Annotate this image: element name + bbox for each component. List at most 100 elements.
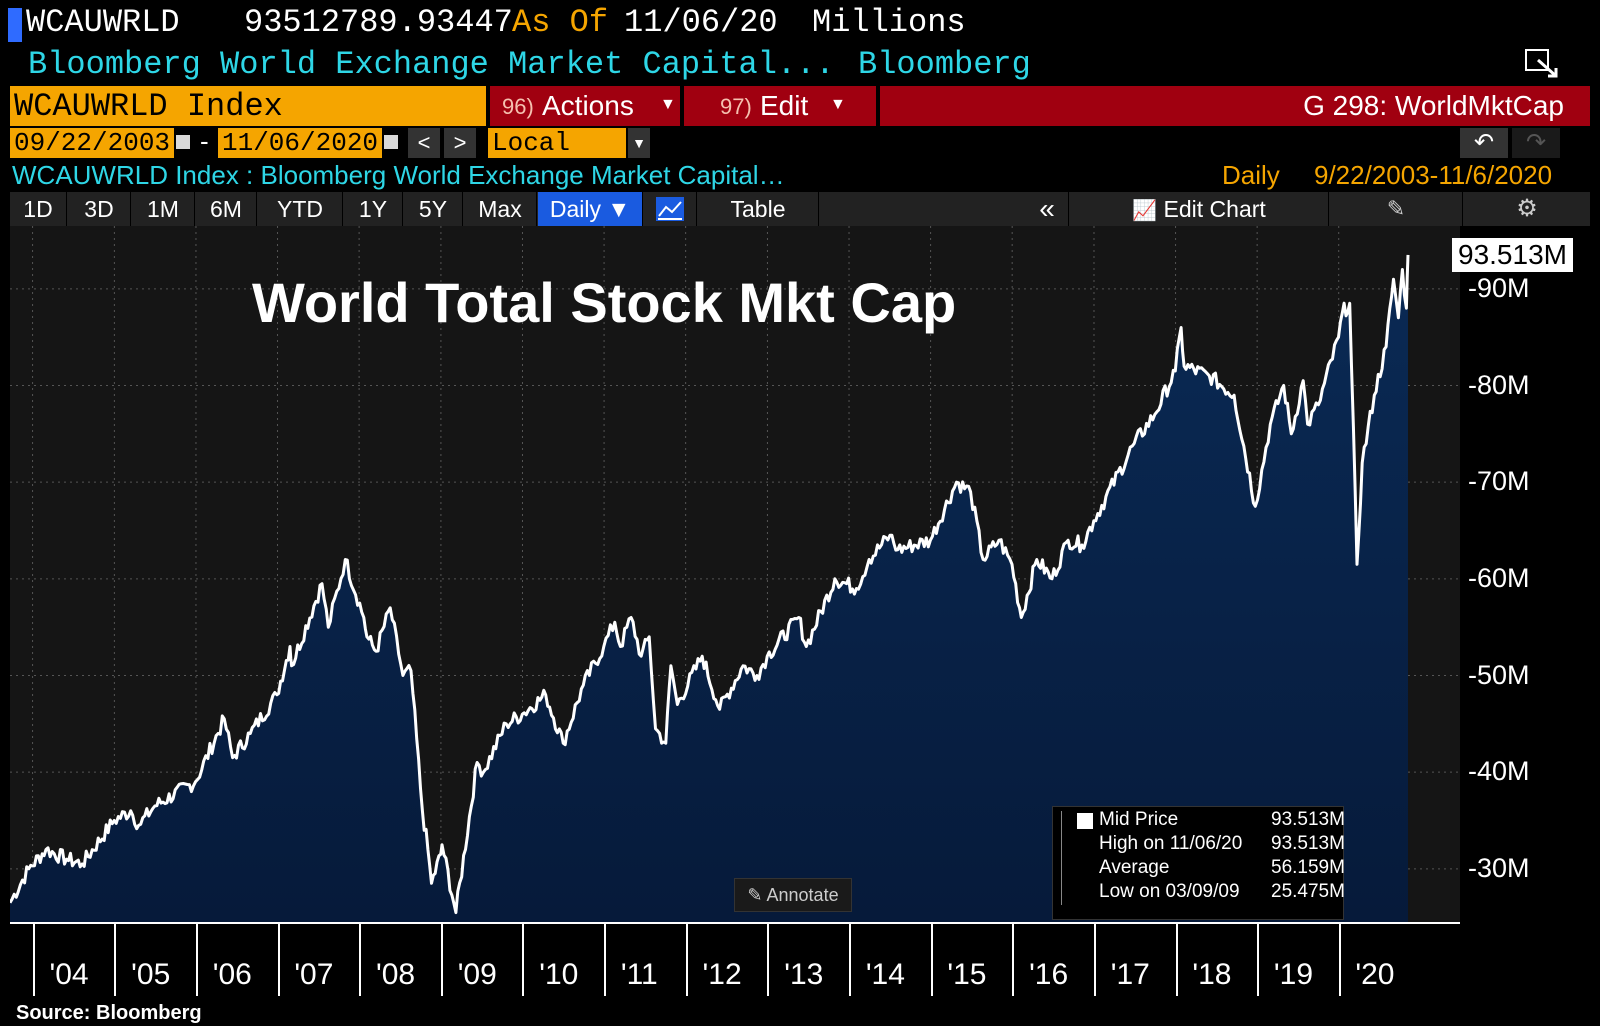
x-tick-label: '14 <box>865 958 905 991</box>
as-of-date: 11/06/20 <box>624 4 778 41</box>
mid-price-swatch[interactable] <box>1077 813 1093 829</box>
undo-icon[interactable]: ↶ <box>1460 128 1508 158</box>
x-tick-label: '17 <box>1110 958 1150 991</box>
annotate-tool-icon[interactable]: ✎ <box>1330 192 1463 226</box>
pencil-icon: ✎ <box>747 885 763 905</box>
ticker-code: WCAUWRLD <box>26 4 180 41</box>
table-button[interactable]: Table <box>698 192 819 226</box>
x-tick-mark <box>685 922 688 996</box>
x-tick-mark <box>767 922 770 996</box>
prev-period-button[interactable]: < <box>408 128 440 158</box>
range-max-button[interactable]: Max <box>464 192 537 226</box>
edit-chart-label: Edit Chart <box>1163 196 1266 222</box>
x-tick-label: '13 <box>784 958 824 991</box>
chart-toolbar: 1D 3D 1M 6M YTD 1Y 5Y Max Daily ▼ Table … <box>10 192 1591 226</box>
x-tick-label: '20 <box>1355 958 1395 991</box>
legend-high-label: High on 11/06/20 <box>1099 833 1243 854</box>
y-tick-label: -40M <box>1468 756 1530 787</box>
security-name: Bloomberg World Exchange Market Capital.… <box>28 46 835 83</box>
x-tick-mark <box>440 922 443 996</box>
x-axis <box>10 922 1460 996</box>
currency-caret-icon[interactable]: ▼ <box>628 128 650 158</box>
popout-icon[interactable] <box>1524 48 1560 78</box>
x-tick-label: '06 <box>212 958 252 991</box>
security-header: WCAUWRLD 93512789.93447 As Of 11/06/20 M… <box>0 0 1600 46</box>
x-tick-label: '07 <box>294 958 334 991</box>
end-date-field[interactable]: 11/06/2020 <box>218 128 383 158</box>
edit-caret-icon: ▼ <box>830 96 846 113</box>
graph-label: G 298: WorldMktCap <box>1303 90 1564 121</box>
range-ytd-button[interactable]: YTD <box>258 192 343 226</box>
annotate-button[interactable]: ✎ Annotate <box>734 878 852 912</box>
legend-avg-value: 56.159M <box>1271 857 1345 878</box>
redo-icon[interactable]: ↷ <box>1512 128 1560 158</box>
chart-security-title: WCAUWRLD Index : Bloomberg World Exchang… <box>12 160 785 190</box>
x-tick-mark <box>1175 922 1178 996</box>
edit-key: 97) <box>720 94 752 119</box>
actions-caret-icon: ▼ <box>660 96 676 113</box>
end-calendar-icon[interactable] <box>382 133 400 151</box>
command-bar: WCAUWRLD Index 96) Actions ▼ 97) Edit ▼ … <box>10 86 1590 126</box>
edit-label: Edit <box>760 90 809 121</box>
collapse-icon[interactable]: « <box>1026 192 1069 226</box>
frequency-label: Daily <box>1222 160 1280 190</box>
x-tick-label: '10 <box>539 958 579 991</box>
chart-title: World Total Stock Mkt Cap <box>252 271 957 334</box>
x-tick-mark <box>32 922 35 996</box>
range-6m-button[interactable]: 6M <box>196 192 257 226</box>
currency-select[interactable]: Local CCY <box>488 128 626 188</box>
legend-avg-label: Average <box>1099 857 1170 878</box>
start-calendar-icon[interactable] <box>174 133 192 151</box>
settings-gear-icon[interactable]: ⚙ <box>1464 192 1591 226</box>
x-tick-label: '11 <box>620 958 658 991</box>
x-tick-mark <box>1257 922 1260 996</box>
actions-menu[interactable]: 96) Actions ▼ <box>490 86 680 126</box>
actions-key: 96) <box>502 94 534 119</box>
series-line <box>8 254 1410 915</box>
last-value: 93512789.93447 <box>244 4 513 41</box>
x-tick-label: '15 <box>947 958 987 991</box>
x-tick-label: '19 <box>1273 958 1314 991</box>
source-footer: Source: Bloomberg <box>16 1002 202 1024</box>
edit-chart-icon: 📈 <box>1132 200 1158 222</box>
units-label: Millions <box>812 4 966 41</box>
input-cursor <box>8 8 22 42</box>
edit-chart-button[interactable]: 📈 Edit Chart <box>1070 192 1329 226</box>
line-chart-icon <box>656 197 684 221</box>
last-value-label: 93.513M <box>1452 237 1573 272</box>
y-tick-label: -30M <box>1468 852 1530 883</box>
x-tick-mark <box>1093 922 1096 996</box>
chart-legend: Mid Price 93.513M High on 11/06/20 93.51… <box>1052 806 1345 920</box>
x-axis-line <box>10 922 1460 924</box>
x-tick-label: '08 <box>376 958 416 991</box>
x-tick-label: '12 <box>702 958 742 991</box>
range-1m-button[interactable]: 1M <box>132 192 195 226</box>
x-tick-mark <box>849 922 852 996</box>
price-chart <box>8 226 1460 922</box>
legend-high-value: 93.513M <box>1271 833 1345 854</box>
x-tick-label: '09 <box>457 958 497 991</box>
x-tick-mark <box>195 922 198 996</box>
y-tick-label: -70M <box>1468 466 1530 497</box>
security-field[interactable]: WCAUWRLD Index <box>10 86 486 126</box>
annotate-label: Annotate <box>766 885 839 905</box>
x-tick-label: '18 <box>1192 958 1232 991</box>
y-tick-label: -80M <box>1468 369 1530 400</box>
x-tick-label: '04 <box>49 958 89 991</box>
legend-mid-value: 93.513M <box>1271 809 1345 830</box>
range-3d-button[interactable]: 3D <box>68 192 131 226</box>
graph-title-bar: G 298: WorldMktCap <box>880 86 1590 126</box>
range-5y-button[interactable]: 5Y <box>404 192 463 226</box>
frequency-dropdown[interactable]: Daily ▼ <box>538 192 643 226</box>
start-date-field[interactable]: 09/22/2003 <box>10 128 175 158</box>
edit-menu[interactable]: 97) Edit ▼ <box>684 86 876 126</box>
actions-label: Actions <box>542 90 634 121</box>
y-tick-label: -50M <box>1468 659 1530 690</box>
y-tick-label: -90M <box>1468 272 1530 303</box>
next-period-button[interactable]: > <box>444 128 476 158</box>
x-tick-label: '05 <box>131 958 171 991</box>
legend-low-value: 25.475M <box>1271 881 1345 902</box>
range-1y-button[interactable]: 1Y <box>344 192 403 226</box>
range-1d-button[interactable]: 1D <box>10 192 67 226</box>
chart-type-button[interactable] <box>644 192 697 226</box>
